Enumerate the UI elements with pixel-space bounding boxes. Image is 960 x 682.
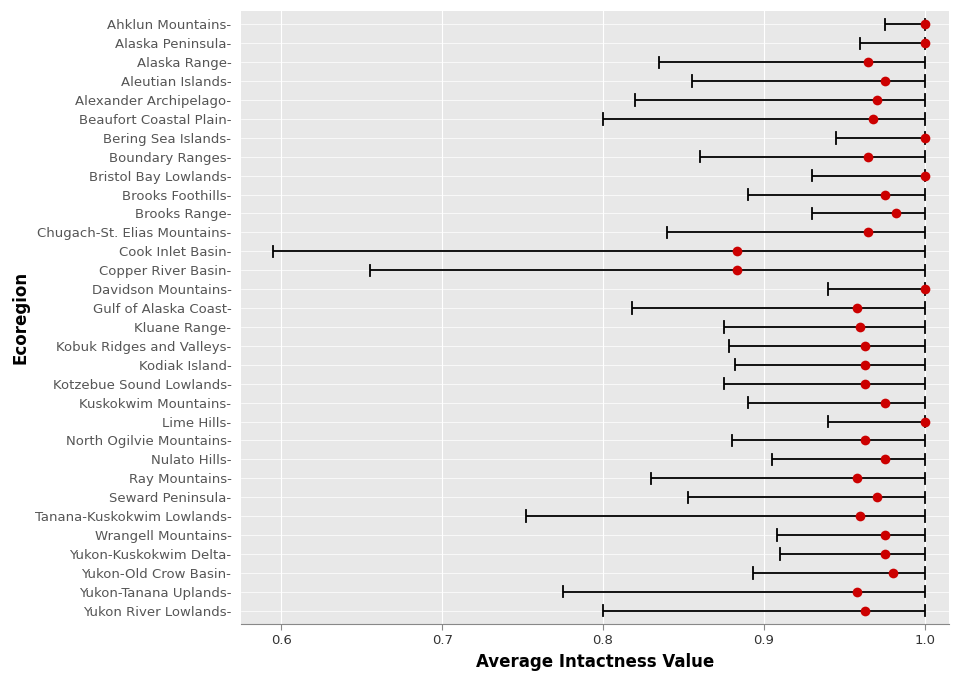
X-axis label: Average Intactness Value: Average Intactness Value: [476, 653, 714, 671]
Y-axis label: Ecoregion: Ecoregion: [12, 271, 29, 364]
